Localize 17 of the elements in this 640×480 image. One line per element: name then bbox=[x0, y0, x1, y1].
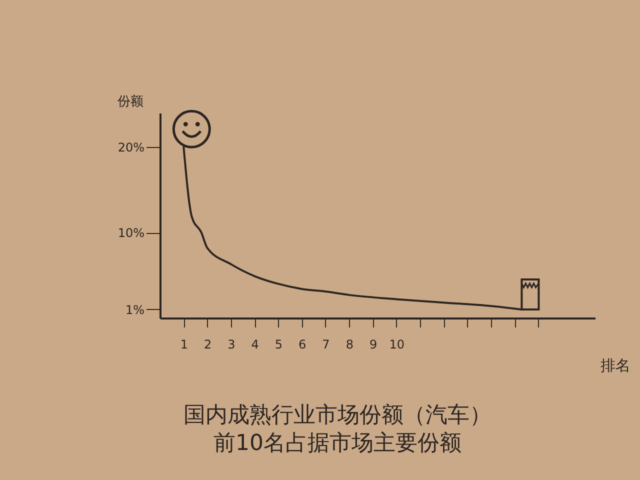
x-tick-label: 9 bbox=[369, 338, 378, 352]
x-tick-label: 2 bbox=[204, 338, 212, 352]
text: 国内成熟行业市场份额（汽车） bbox=[184, 403, 492, 428]
x-tick-label: 6 bbox=[298, 338, 306, 352]
text: 前10名占据市场主要份额 bbox=[214, 431, 462, 456]
x-tick-label: 1 bbox=[180, 338, 188, 352]
x-tick-label: 3 bbox=[228, 338, 236, 352]
x-tick-label: 7 bbox=[322, 338, 330, 352]
y-axis-title: 份额 bbox=[118, 94, 144, 110]
x-tick-label: 10 bbox=[389, 338, 405, 352]
y-tick-label: 1% bbox=[125, 302, 144, 317]
x-tick-label: 8 bbox=[346, 338, 354, 352]
y-tick-label: 20% bbox=[118, 140, 144, 155]
x-tick-label: 4 bbox=[251, 338, 259, 352]
y-tick-label: 10% bbox=[118, 226, 144, 240]
x-axis-title: 排名 bbox=[600, 356, 630, 374]
x-tick-label: 5 bbox=[274, 338, 283, 352]
